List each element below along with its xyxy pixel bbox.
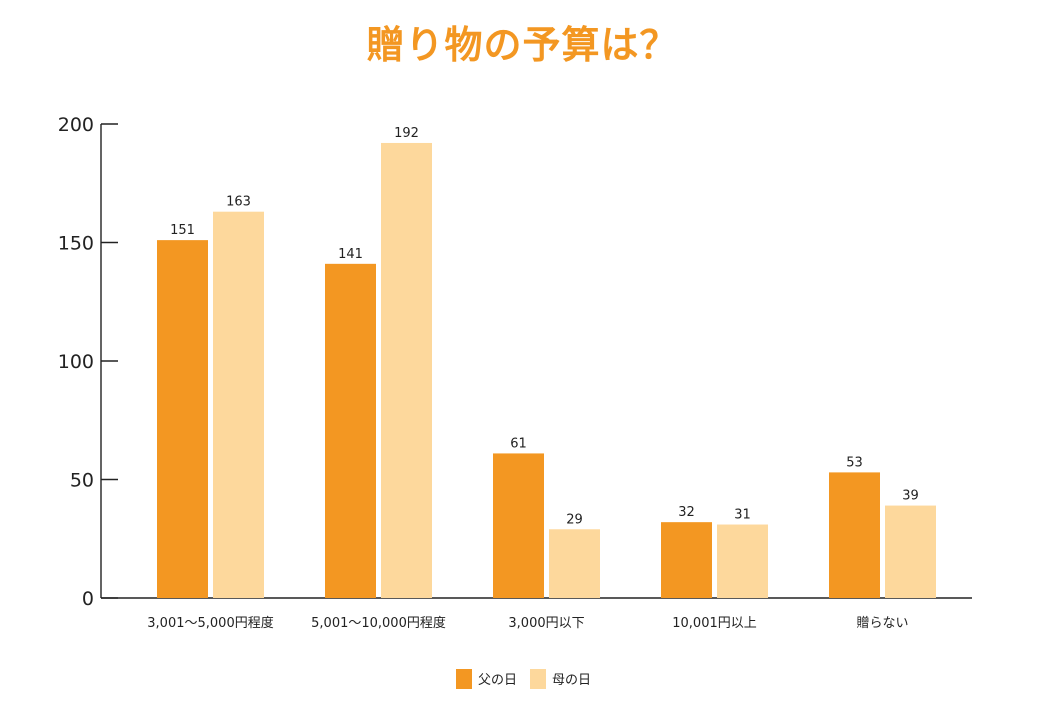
legend-swatch [530,669,546,689]
category-label: 3,001〜5,000円程度 [147,615,273,631]
category-labels: 3,001〜5,000円程度 5,001〜10,000円程度 3,000円以下 10,… [147,615,908,631]
category-label: 5,001〜10,000円程度 [311,615,446,631]
bar [325,263,376,598]
category-label: 3,000円以下 [508,616,584,631]
bar [381,142,432,598]
bar [717,524,768,598]
bar [885,505,936,598]
data-label: 29 [566,512,583,527]
data-label: 39 [902,489,919,504]
y-tick-label: 150 [58,233,94,255]
y-tick-label: 200 [58,114,94,136]
bars [157,142,936,598]
bar [829,472,880,598]
legend-label: 父の日 [478,673,517,688]
bar [157,240,208,598]
data-label: 61 [510,436,527,451]
data-label: 53 [846,455,863,470]
data-label: 163 [226,195,251,210]
data-label: 151 [170,223,195,238]
data-label: 141 [338,247,363,262]
category-label: 10,001円以上 [672,616,757,631]
data-labels: 151 163 141 192 61 29 32 31 53 39 [170,126,919,527]
bar [213,211,264,598]
legend-label: 母の日 [552,673,591,688]
category-label: 贈らない [856,615,908,631]
bar [493,453,544,598]
data-label: 31 [734,508,751,523]
chart-title: 贈り物の予算は？ [366,23,679,67]
legend-swatch [456,669,472,689]
y-tick-label: 50 [70,470,94,492]
data-label: 192 [394,126,419,141]
legend: 父の日 母の日 [456,669,591,689]
data-label: 32 [678,505,695,520]
bar [549,529,600,598]
y-tick-label: 100 [58,351,94,373]
bar [661,522,712,598]
y-tick-label: 0 [82,588,94,610]
